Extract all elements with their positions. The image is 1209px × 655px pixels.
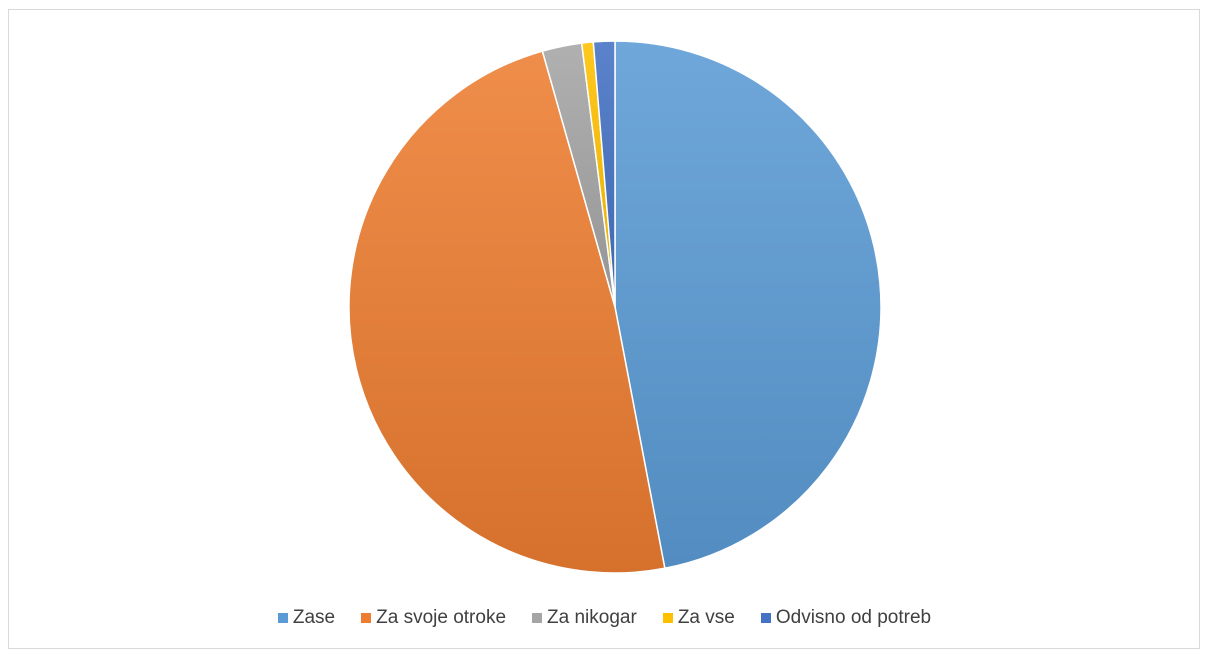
legend-swatch — [277, 613, 288, 623]
pie-slice-za-svoje-otroke — [348, 50, 666, 574]
legend-item-odvisno-od-potreb: Odvisno od potreb — [760, 607, 932, 629]
legend-item-za-svoje-otroke: Za svoje otroke — [361, 607, 506, 629]
legend-swatch — [532, 613, 543, 623]
legend-item-za-nikogar: Za nikogar — [532, 607, 637, 629]
pie-slice-odvisno-od-potreb — [592, 40, 616, 308]
legend-label: Za nikogar — [547, 607, 637, 628]
pie-slice-zase — [614, 40, 882, 570]
legend-item-za-vse: Za vse — [662, 607, 735, 629]
legend-item-zase: Zase — [277, 607, 336, 629]
legend-label: Za svoje otroke — [376, 607, 507, 628]
legend-label: Odvisno od potreb — [775, 607, 932, 628]
legend-swatch — [662, 613, 673, 623]
legend-swatch — [760, 613, 771, 623]
legend: Zase Za svoje otroke Za nikogar Za vse Odvis… — [0, 604, 1209, 632]
legend-label: Zase — [292, 607, 336, 628]
legend-swatch — [361, 613, 372, 623]
legend-label: Za vse — [677, 607, 735, 628]
